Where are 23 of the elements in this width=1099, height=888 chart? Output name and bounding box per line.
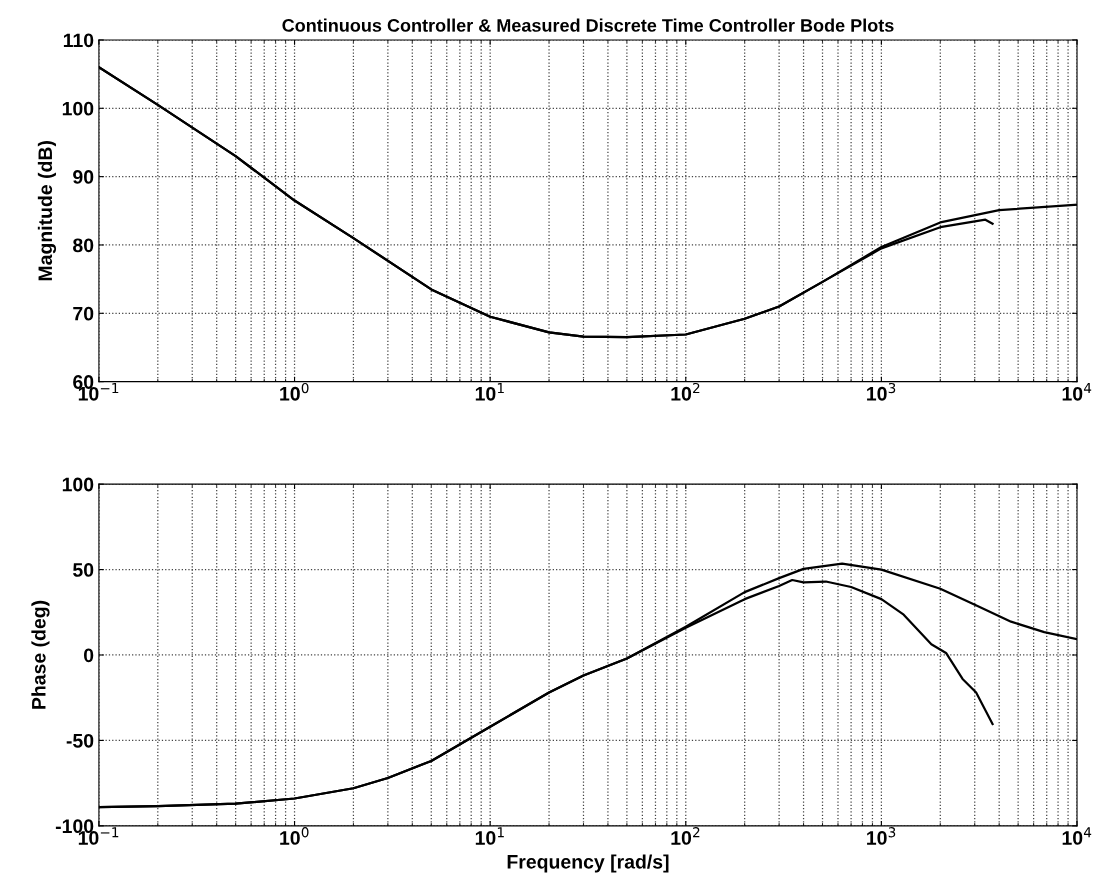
y-tick-label: -50: [66, 733, 94, 748]
x-tick-label: 10$^{2}$: [671, 827, 700, 845]
y-tick-label: 90: [73, 170, 94, 184]
x-axis-title: Frequency [rad/s]: [507, 854, 669, 873]
x-tick-label: 10$^{4}$: [1062, 827, 1092, 845]
y-axis-title: Phase (deg): [31, 600, 50, 709]
y-tick-label: 50: [73, 563, 94, 577]
x-tick-label: 10$^{0}$: [280, 827, 309, 845]
y-axis-title: Magnitude (dB): [37, 141, 57, 281]
y-tick-label: 0: [84, 648, 94, 663]
y-tick-label: 80: [73, 238, 94, 253]
x-tick-label: 10$^{1}$: [475, 383, 504, 401]
y-tick-label: 100: [62, 477, 94, 492]
x-tick-label: 10$^{3}$: [867, 827, 896, 845]
x-tick-label: 10$^{1}$: [475, 827, 504, 845]
chart-title: Continuous Controller & Measured Discrete Time Controller Bode Plots: [282, 18, 894, 32]
x-tick-label: 10$^{0}$: [280, 382, 309, 401]
x-tick-label: 10$^{4}$: [1062, 383, 1092, 401]
x-tick-label: 10$^{2}$: [671, 382, 700, 401]
y-tick-label: 70: [73, 306, 94, 321]
y-tick-label: 100: [62, 101, 94, 116]
x-tick-label: 10$^{3}$: [867, 382, 896, 401]
y-tick-label: 110: [63, 33, 94, 48]
